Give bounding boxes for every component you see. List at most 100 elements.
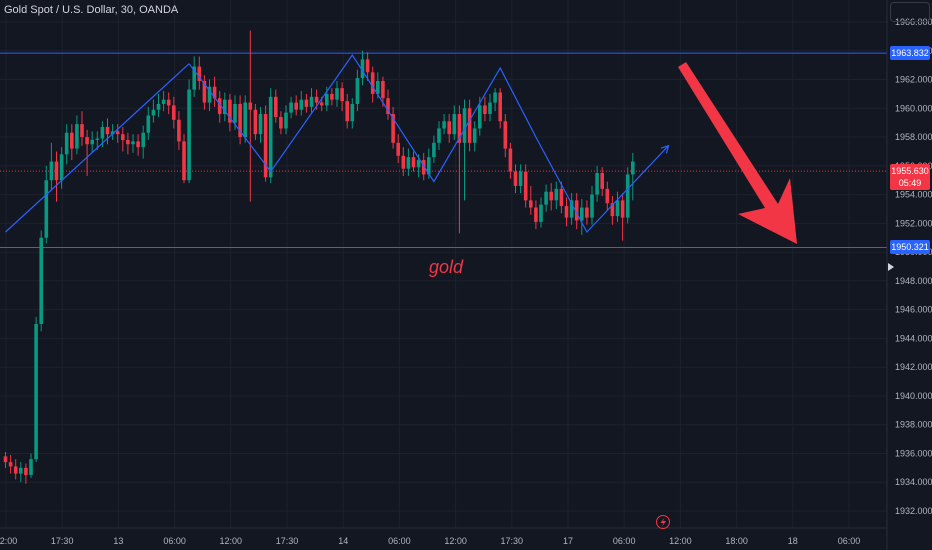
candle-body	[207, 86, 212, 103]
horizontal-lines	[0, 52, 887, 249]
candle-body	[360, 59, 365, 79]
time-tick-label: 06:00	[163, 536, 186, 546]
pattern-lines	[5, 54, 670, 234]
time-axis[interactable]: 12:00 17:30 13 06:00 12:00 17:30 14 06:00 12:00 1…	[0, 527, 887, 546]
candle-body	[523, 171, 528, 201]
candle-body	[625, 174, 630, 218]
candle-body	[493, 92, 497, 103]
time-tick-label: 17:30	[51, 536, 74, 546]
price-tick-label: 1966.000	[895, 17, 932, 27]
candle-body	[416, 160, 421, 168]
candle-body	[8, 462, 13, 467]
chart-grid	[0, 0, 887, 528]
candle-body	[350, 103, 355, 122]
candle-body	[151, 109, 156, 116]
time-tick-label: 18	[788, 536, 798, 546]
candle-body	[70, 132, 74, 149]
candle-body	[631, 161, 635, 175]
candle-body	[585, 207, 589, 218]
candle-body	[539, 204, 543, 222]
pattern-zigzag	[188, 54, 669, 234]
price-tick-label: 1936.000	[895, 448, 932, 458]
candle-body	[401, 155, 406, 169]
candle-body	[580, 207, 584, 221]
chart-settings-button[interactable]	[890, 2, 930, 22]
candle-body	[309, 96, 314, 107]
candle-body	[304, 99, 309, 107]
candle-body	[202, 80, 207, 103]
price-tick-label: 1938.000	[895, 420, 932, 430]
candle-body	[467, 108, 472, 143]
candle-body	[386, 98, 390, 115]
candle-body	[615, 200, 620, 217]
candle-body	[75, 124, 79, 149]
candle-body	[95, 138, 100, 140]
candle-body	[49, 161, 54, 181]
time-tick-label: 13	[113, 536, 123, 546]
candle-body	[156, 103, 161, 110]
candle-body	[284, 112, 288, 129]
time-tick-label: 06:00	[613, 536, 636, 546]
candle-body	[126, 139, 130, 145]
crosshair-marker[interactable]	[888, 263, 894, 271]
candle-body	[406, 157, 411, 169]
price-tick-label: 1960.000	[895, 103, 932, 113]
candlestick-series	[3, 30, 635, 484]
candle-body	[228, 99, 232, 123]
candle-body	[544, 191, 548, 205]
candle-body	[44, 180, 49, 238]
candle-body	[370, 72, 375, 94]
candle-body	[274, 96, 278, 117]
lightning-icon[interactable]	[656, 515, 670, 529]
candle-body	[141, 132, 145, 148]
time-tick-label: 17:30	[276, 536, 299, 546]
price-tick-label: 1962.000	[895, 75, 932, 85]
price-tick-label: 1958.000	[895, 132, 932, 142]
candle-body	[600, 173, 604, 189]
candle-body	[243, 102, 247, 138]
candle-body	[355, 78, 360, 104]
candle-body	[529, 200, 533, 208]
price-tick-label: 1952.000	[895, 218, 932, 228]
candle-body	[447, 121, 451, 135]
candle-body	[549, 191, 553, 201]
candle-body	[610, 203, 615, 217]
candle-body	[258, 114, 263, 135]
candle-body	[391, 114, 395, 143]
candle-body	[253, 109, 258, 135]
candle-body	[437, 128, 441, 143]
candle-body	[279, 116, 283, 129]
time-tick-label: 17	[563, 536, 573, 546]
candle-body	[314, 96, 319, 103]
price-tick-label: 1946.000	[895, 305, 932, 315]
price-tick-label: 1954.000	[895, 190, 932, 200]
candle-body	[177, 119, 181, 142]
gold-annotation: gold	[429, 257, 464, 277]
candle-body	[442, 121, 446, 129]
price-tick-label: 1944.000	[895, 333, 932, 343]
candle-body	[192, 66, 196, 90]
candle-body	[34, 324, 38, 460]
candle-body	[131, 141, 135, 145]
candle-body	[330, 93, 334, 100]
candle-body	[212, 86, 217, 99]
candle-body	[620, 200, 625, 218]
price-tick-label: 1942.000	[895, 362, 932, 372]
candle-body	[564, 206, 569, 218]
candle-body	[396, 142, 400, 156]
candle-body	[345, 101, 349, 122]
candle-body	[233, 103, 237, 123]
candle-body	[595, 173, 599, 195]
current-price-label: 1955.630	[890, 164, 930, 178]
support-price-label: 1950.321	[890, 240, 930, 254]
candle-body	[59, 154, 64, 181]
candle-body	[498, 92, 502, 122]
candle-body	[263, 114, 268, 178]
candle-body	[421, 160, 426, 175]
candle-body	[223, 99, 227, 115]
time-tick-label: 06:00	[838, 536, 861, 546]
time-tick-label: 12:00	[444, 536, 467, 546]
candle-body	[105, 126, 110, 135]
candle-body	[64, 132, 69, 155]
